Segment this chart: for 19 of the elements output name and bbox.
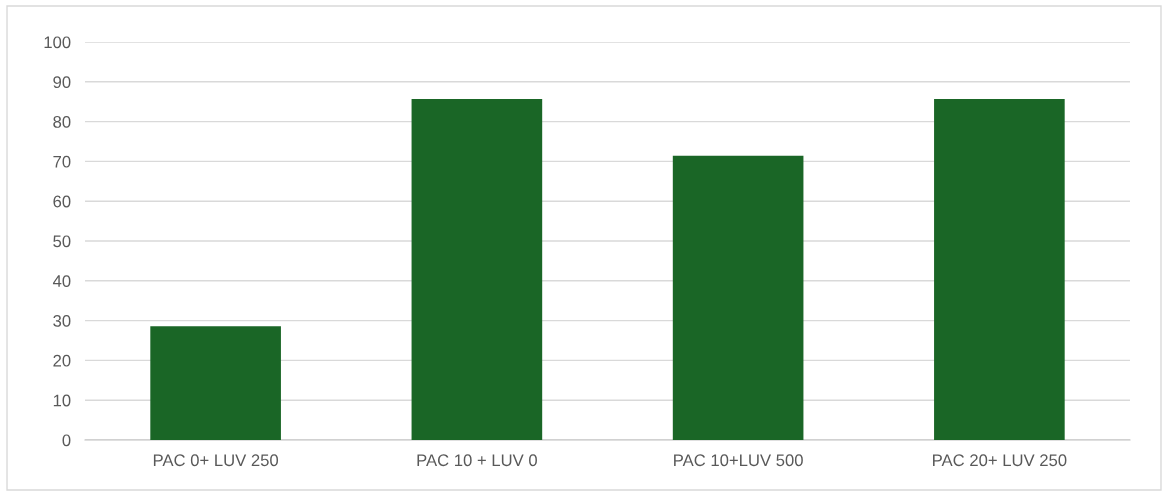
- x-tick-label: PAC 10+LUV 500: [674, 454, 803, 467]
- y-tick-label: 40: [52, 275, 71, 287]
- y-tick-label: 50: [53, 235, 71, 248]
- bar: [150, 326, 281, 440]
- x-tick-label: PAC 20+ LUV 250: [933, 454, 1067, 467]
- x-tick-label: PAC 10 + LUV 0: [417, 454, 537, 467]
- bar: [934, 98, 1065, 440]
- y-tick-label: 20: [53, 354, 71, 367]
- y-tick-label: 30: [53, 315, 71, 327]
- bar: [411, 98, 543, 440]
- y-tick-label: 60: [53, 195, 71, 208]
- y-tick-label: 100: [44, 36, 71, 49]
- y-tick-label: 80: [53, 116, 71, 128]
- y-tick-label: 0: [62, 434, 71, 447]
- y-tick-label: 90: [53, 76, 71, 88]
- y-tick-label: 70: [53, 155, 71, 168]
- x-tick-label: PAC 0+ LUV 250: [153, 454, 279, 467]
- bar: [672, 155, 804, 440]
- y-tick-label: 10: [53, 394, 71, 407]
